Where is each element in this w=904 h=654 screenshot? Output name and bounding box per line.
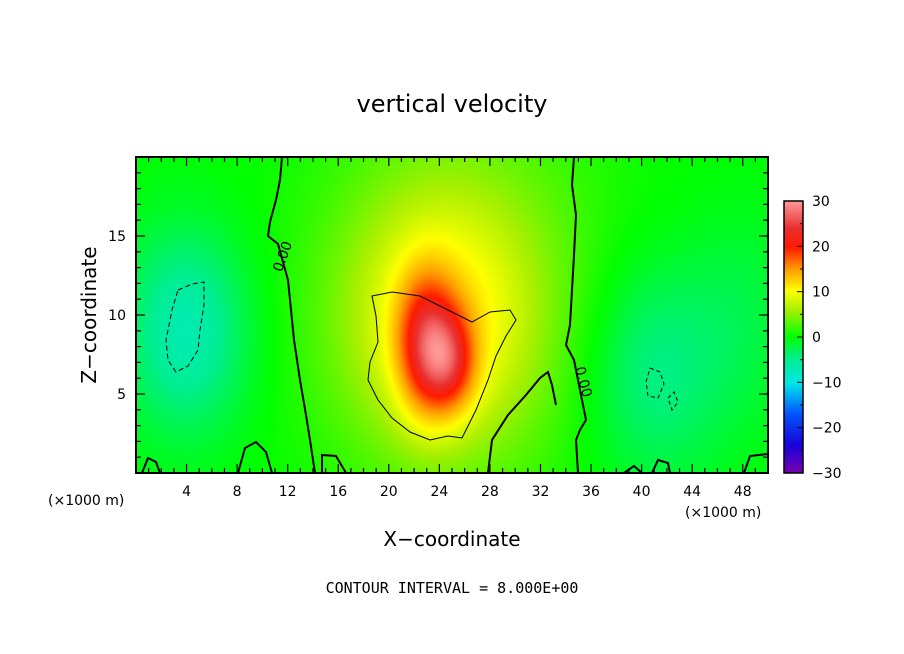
x-tick-label: 36 xyxy=(582,484,600,500)
x-tick-label: 12 xyxy=(279,484,297,500)
colorbar-tick-label: 10 xyxy=(812,285,830,301)
y-tick-label: 5 xyxy=(117,387,126,403)
plot-area: 0.00 0.00 xyxy=(135,156,769,474)
velocity-field xyxy=(136,157,768,473)
positive-contour xyxy=(367,291,517,441)
bottom-contour-3 xyxy=(321,453,347,473)
x-axis-label: X−coordinate xyxy=(383,527,520,551)
colorbar: 30 20 10 0 −10 −20 −30 xyxy=(783,194,842,482)
zero-contour-mid xyxy=(487,370,557,473)
negative-contour-left xyxy=(165,281,205,373)
colorbar-tick-label: −30 xyxy=(812,466,842,482)
x-tick-label: 4 xyxy=(182,484,191,500)
y-tick-label: 10 xyxy=(108,308,126,324)
colorbar-tick-label: −20 xyxy=(812,421,842,437)
x-tick-label: 44 xyxy=(683,484,701,500)
bottom-contour-6 xyxy=(743,453,768,473)
zero-contour-right xyxy=(564,157,588,473)
colorbar-tick-label: 0 xyxy=(812,330,821,346)
contour-label-right: 0.00 xyxy=(571,365,595,399)
y-axis: 5 10 15 xyxy=(108,172,768,458)
colorbar-tick-label: 30 xyxy=(812,194,830,210)
x-tick-label: 20 xyxy=(380,484,398,500)
x-tick-label: 32 xyxy=(532,484,550,500)
x-tick-label: 16 xyxy=(329,484,347,500)
colorbar-tick-label: −10 xyxy=(812,375,842,391)
contour-interval-note: CONTOUR INTERVAL = 8.000E+00 xyxy=(326,579,579,597)
x-tick-label: 28 xyxy=(481,484,499,500)
bottom-contour-2 xyxy=(237,440,273,473)
x-axis: 4 8 12 16 20 24 28 32 36 40 44 48 xyxy=(148,157,756,500)
x-unit-right: (×1000 m) xyxy=(685,505,761,521)
y-tick-label: 15 xyxy=(108,229,126,245)
colorbar-tick-label: 20 xyxy=(812,239,830,255)
chart-title: vertical velocity xyxy=(357,90,548,118)
x-tick-label: 8 xyxy=(233,484,242,500)
bottom-contour-1 xyxy=(141,456,161,473)
x-tick-label: 48 xyxy=(734,484,752,500)
y-axis-label: Z−coordinate xyxy=(77,246,101,383)
contour-lines xyxy=(141,157,768,473)
bottom-contour-4 xyxy=(623,464,643,473)
negative-contour-right-a xyxy=(645,367,665,399)
zero-contour-left xyxy=(266,157,316,473)
x-tick-label: 24 xyxy=(430,484,448,500)
x-tick-label: 40 xyxy=(633,484,651,500)
x-unit-left: (×1000 m) xyxy=(48,493,124,509)
bottom-contour-5 xyxy=(651,458,671,473)
